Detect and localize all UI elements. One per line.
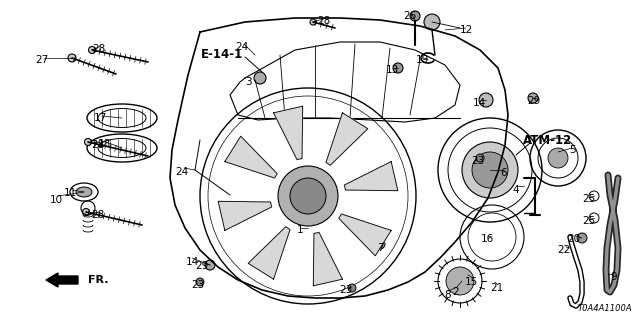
Polygon shape	[314, 232, 342, 286]
Text: 18: 18	[97, 139, 111, 149]
Circle shape	[528, 93, 538, 103]
Text: 21: 21	[490, 283, 504, 293]
Polygon shape	[273, 106, 303, 160]
Circle shape	[577, 233, 587, 243]
Text: 24: 24	[236, 42, 248, 52]
Text: 4: 4	[513, 185, 519, 195]
Text: 27: 27	[35, 55, 49, 65]
Circle shape	[348, 284, 356, 292]
Text: 20: 20	[568, 234, 580, 244]
Text: 19: 19	[415, 55, 429, 65]
Circle shape	[88, 46, 95, 53]
Polygon shape	[218, 201, 271, 230]
Text: 17: 17	[93, 113, 107, 123]
Text: 22: 22	[557, 245, 571, 255]
Polygon shape	[326, 113, 368, 165]
Text: 5: 5	[569, 145, 575, 155]
Circle shape	[446, 267, 474, 295]
Text: E-14-1: E-14-1	[201, 47, 243, 60]
Text: 28: 28	[92, 140, 104, 150]
Text: ATM-12: ATM-12	[524, 133, 573, 147]
Circle shape	[84, 139, 92, 146]
Text: 28: 28	[92, 210, 104, 220]
Polygon shape	[339, 214, 391, 256]
Text: 25: 25	[582, 194, 596, 204]
Circle shape	[462, 142, 518, 198]
Text: 24: 24	[175, 167, 189, 177]
Text: 25: 25	[582, 216, 596, 226]
Circle shape	[393, 63, 403, 73]
Circle shape	[310, 19, 316, 25]
Text: 29: 29	[527, 96, 541, 106]
Circle shape	[196, 278, 204, 286]
Circle shape	[472, 152, 508, 188]
Text: 6: 6	[500, 168, 508, 178]
Text: 23: 23	[472, 156, 484, 166]
Text: 16: 16	[481, 234, 493, 244]
Polygon shape	[248, 227, 290, 279]
Text: 8: 8	[445, 290, 451, 300]
Circle shape	[424, 14, 440, 30]
Text: 9: 9	[611, 272, 618, 282]
Polygon shape	[344, 162, 398, 191]
Text: 2: 2	[452, 287, 460, 297]
Circle shape	[68, 54, 76, 62]
Circle shape	[254, 72, 266, 84]
Circle shape	[479, 93, 493, 107]
Circle shape	[410, 11, 420, 21]
Text: 29: 29	[195, 261, 209, 271]
Text: 26: 26	[403, 11, 417, 21]
Text: 10: 10	[49, 195, 63, 205]
Circle shape	[205, 260, 215, 270]
Circle shape	[290, 178, 326, 214]
Circle shape	[375, 239, 385, 249]
Circle shape	[548, 148, 568, 168]
Text: 14: 14	[186, 257, 198, 267]
Text: 14: 14	[472, 98, 486, 108]
Text: FR.: FR.	[88, 275, 109, 285]
Text: 7: 7	[377, 243, 383, 253]
Text: 28: 28	[92, 44, 106, 54]
Circle shape	[476, 154, 484, 162]
Ellipse shape	[76, 187, 92, 197]
Text: 3: 3	[244, 77, 252, 87]
Text: T0A4A1100A: T0A4A1100A	[577, 304, 632, 313]
Text: 23: 23	[191, 280, 205, 290]
Text: 12: 12	[460, 25, 472, 35]
Text: 28: 28	[317, 16, 331, 26]
Circle shape	[83, 209, 90, 215]
Text: 11: 11	[63, 188, 77, 198]
Polygon shape	[225, 136, 277, 178]
Text: 15: 15	[465, 277, 477, 287]
FancyArrow shape	[46, 273, 78, 287]
Text: 23: 23	[339, 285, 353, 295]
Circle shape	[278, 166, 338, 226]
Text: 1: 1	[297, 225, 303, 235]
Text: 13: 13	[385, 65, 399, 75]
